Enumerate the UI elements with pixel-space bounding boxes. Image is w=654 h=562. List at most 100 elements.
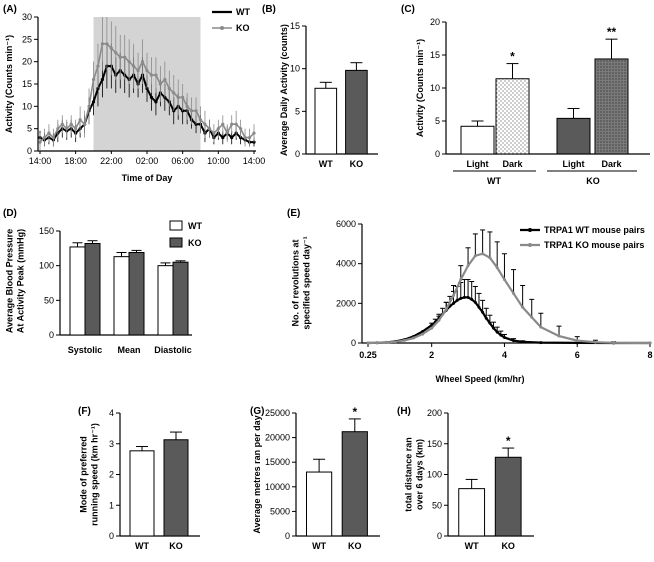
data-point-ko <box>56 127 60 131</box>
data-point-ko <box>154 73 158 77</box>
x-tick-label: WT <box>319 159 333 169</box>
y-tick-label: 20000 <box>265 433 290 443</box>
x-tick-label: WT <box>465 541 479 551</box>
y-tick-label: 20 <box>430 17 440 27</box>
y-tick-label: 15000 <box>265 457 290 467</box>
data-point-wt <box>512 339 516 343</box>
y-tick-label: 0 <box>27 146 32 156</box>
legend-swatch-wt <box>169 220 183 231</box>
data-point-ko <box>421 332 425 336</box>
data-point-wt <box>499 333 503 337</box>
data-point-ko <box>207 127 212 131</box>
data-point-ko <box>203 122 207 126</box>
data-point-ko <box>459 278 463 282</box>
panel-label: (A) <box>3 4 17 15</box>
data-point-ko <box>452 293 456 297</box>
y-axis-label: At Activity Peak (mmHg) <box>16 229 26 333</box>
data-point-ko <box>51 136 55 140</box>
y-tick-label: 4 <box>109 408 114 418</box>
data-point-ko <box>530 315 534 319</box>
data-point-ko <box>69 122 73 126</box>
y-tick-label: 0 <box>437 531 442 541</box>
group-label-ko: KO <box>586 176 600 186</box>
data-point-ko <box>481 252 485 256</box>
x-tick-label: Mean <box>117 345 140 355</box>
data-point-ko <box>123 55 127 59</box>
data-point-ko <box>512 291 516 295</box>
y-tick-label: 5 <box>295 106 300 116</box>
x-tick-label: KO <box>350 159 364 169</box>
y-tick-label: 4000 <box>336 259 356 269</box>
y-tick-label: 5000 <box>270 506 290 516</box>
series-line-ko <box>367 252 651 345</box>
y-axis-label: Average metres ran per day <box>252 415 262 533</box>
bar-ko-light <box>556 117 591 155</box>
data-point-ko <box>648 341 652 345</box>
bar-wt-diastolic <box>157 265 174 336</box>
data-point-ko <box>100 42 105 46</box>
y-axis-label: Activity (Counts min⁻¹) <box>415 39 425 137</box>
x-tick-label: 02:00 <box>136 156 159 166</box>
y-axis-label: specified speed day⁻¹ <box>302 236 312 329</box>
data-point-wt <box>492 326 496 330</box>
data-point-wt <box>221 136 225 140</box>
data-point-ko <box>221 122 225 126</box>
data-point-ko <box>38 140 42 144</box>
bar-wt-dark <box>495 78 530 155</box>
x-tick-label: 6 <box>575 350 580 360</box>
y-axis-label: running speed (km hr⁻¹) <box>90 423 100 526</box>
legend-label-wt: WT <box>188 221 202 231</box>
y-tick-label: 0 <box>295 149 300 159</box>
data-point-ko <box>91 77 96 82</box>
bar-wt-systolic <box>69 246 86 336</box>
y-axis-label: total distance ran <box>404 437 414 512</box>
y-tick-label: 10 <box>430 83 440 93</box>
data-point-ko <box>384 340 388 344</box>
bar-ko-dark <box>594 58 629 155</box>
data-point-ko <box>473 254 477 258</box>
y-tick-label: 200 <box>427 408 442 418</box>
y-axis-label: Mode of preferred <box>79 436 89 513</box>
data-point-ko <box>96 64 100 68</box>
panel-label: (E) <box>287 208 300 219</box>
bar-ko <box>163 439 189 537</box>
x-tick-label: Dark <box>601 159 622 169</box>
data-point-wt <box>477 305 481 309</box>
data-point-wt <box>452 301 456 305</box>
data-point-wt <box>470 297 474 301</box>
bar-wt <box>306 471 333 537</box>
data-point-ko <box>502 278 506 282</box>
panel-label: (D) <box>3 208 17 219</box>
data-point-ko <box>194 109 198 113</box>
x-axis-label: Wheel Speed (km/hr) <box>435 374 524 384</box>
legend-label-ko: KO <box>236 23 250 33</box>
data-point-ko <box>430 326 434 330</box>
data-point-ko <box>252 131 256 135</box>
y-tick-label: 15 <box>22 79 32 89</box>
data-point-ko <box>198 118 203 122</box>
panel-label: (H) <box>397 406 411 417</box>
bar-ko-mean <box>128 251 145 336</box>
y-tick-label: 15 <box>290 21 300 31</box>
y-axis-label: Average Blood Pressure <box>5 229 15 333</box>
x-tick-label: KO <box>169 541 183 551</box>
panel-label: (G) <box>250 406 264 417</box>
y-tick-label: 10 <box>290 64 300 74</box>
y-tick-label: 30 <box>22 12 32 22</box>
data-point-wt <box>149 95 154 99</box>
data-point-wt <box>91 100 96 104</box>
y-tick-label: 100 <box>427 470 442 480</box>
data-point-ko <box>366 341 370 345</box>
data-point-wt <box>481 310 485 314</box>
data-point-ko <box>539 325 543 329</box>
y-tick-label: 1 <box>109 500 114 510</box>
y-tick-label: 50 <box>432 500 442 510</box>
series-line-wt <box>367 296 650 345</box>
y-axis-label: Average Daily Activity (counts) <box>279 24 289 156</box>
data-point-ko <box>167 86 171 91</box>
y-tick-label: 50 <box>44 295 54 305</box>
data-point-wt <box>466 295 470 299</box>
data-point-ko <box>176 95 180 99</box>
y-tick-label: 2000 <box>336 298 356 308</box>
